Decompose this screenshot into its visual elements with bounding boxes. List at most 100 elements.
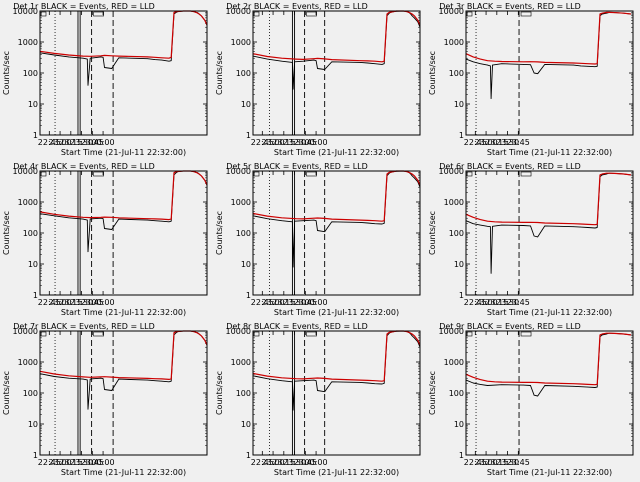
y-tick-label: 1000 (18, 358, 38, 367)
series-line-lld (39, 170, 208, 221)
y-tick-label: 100 (449, 389, 464, 398)
series-point-events (315, 60, 317, 62)
y-axis-label: Counts/sec (215, 211, 224, 255)
chart-title: Det 4r BLACK = Events, RED = LLD (13, 162, 155, 171)
series-point-lld (544, 222, 546, 224)
top-left-flag-box (40, 171, 47, 177)
y-axis-label: Counts/sec (215, 51, 224, 95)
series-point-lld (596, 63, 598, 65)
x-tick-label: 22:45 (464, 138, 487, 147)
series-point-lld (324, 378, 326, 379)
series-point-events (86, 58, 88, 60)
series-point-lld (317, 58, 318, 59)
series-point-events (292, 381, 293, 383)
top-flag-box (306, 11, 317, 17)
y-tick-label: 10000 (13, 7, 38, 16)
series-point-lld (413, 335, 415, 337)
series-point-events (315, 380, 317, 382)
series-point-lld (494, 221, 496, 223)
series-point-lld (408, 172, 410, 173)
series-point-lld (374, 60, 376, 62)
series-point-events (111, 390, 113, 391)
y-tick-label: 1000 (444, 358, 464, 367)
series-point-lld (537, 382, 539, 383)
series-point-lld (170, 218, 172, 220)
plot-frame (465, 170, 634, 296)
series-point-events (118, 218, 120, 220)
series-point-lld (89, 217, 91, 218)
series-point-events (544, 64, 546, 65)
x-tick-label: 23:30 (496, 298, 519, 307)
series-point-events (170, 60, 172, 62)
series-point-lld (281, 377, 283, 379)
series-point-lld (413, 15, 415, 17)
series-point-events (317, 68, 318, 69)
series-point-lld (623, 173, 625, 175)
series-point-events (587, 65, 589, 67)
series-point-lld (501, 61, 503, 62)
series-point-lld (147, 218, 148, 220)
series-point-lld (381, 220, 383, 222)
series-point-lld (168, 57, 170, 59)
series-point-events (168, 60, 170, 62)
series-point-events (104, 389, 105, 390)
x-tick-label: 23:30 (70, 138, 93, 147)
series-point-events (530, 385, 531, 386)
series-point-events (331, 381, 333, 383)
series-point-lld (53, 213, 55, 215)
series-point-events (89, 378, 91, 380)
x-tick-label: 23:00 (262, 298, 285, 307)
series-line-lld (252, 330, 421, 382)
series-point-lld (601, 173, 603, 175)
top-flag-box (306, 171, 317, 177)
x-tick-label: 23:00 (475, 138, 498, 147)
series-point-lld (170, 56, 172, 58)
series-point-lld (104, 55, 105, 56)
series-point-events (292, 88, 294, 90)
series-point-lld (367, 380, 369, 381)
x-axis-label: Start Time (21-Jul-11 22:32:00) (487, 308, 612, 317)
series-point-events (374, 223, 376, 225)
x-tick-label: 23:15 (485, 458, 508, 467)
series-point-events (601, 334, 603, 336)
series-point-lld (383, 380, 385, 382)
series-point-lld (630, 13, 632, 15)
y-tick-label: 100 (449, 69, 464, 78)
series-point-lld (193, 171, 195, 173)
x-tick-label: 23:00 (262, 458, 285, 467)
series-point-lld (417, 339, 419, 341)
series-point-lld (599, 334, 601, 336)
chart-title: Det 2r BLACK = Events, RED = LLD (226, 2, 368, 11)
y-tick-label: 100 (236, 389, 251, 398)
series-point-lld (630, 174, 632, 176)
series-point-lld (168, 379, 170, 380)
series-point-lld (195, 172, 197, 173)
series-point-lld (573, 383, 574, 385)
series-point-events (501, 384, 503, 386)
y-tick-label: 100 (23, 69, 38, 78)
series-point-events (533, 72, 535, 74)
series-point-events (580, 386, 582, 388)
series-point-lld (594, 224, 596, 226)
x-tick-label: 00:00 (305, 298, 328, 307)
series-point-events (82, 378, 84, 380)
series-point-lld (198, 173, 200, 175)
series-point-lld (393, 11, 394, 13)
series-point-events (324, 231, 326, 233)
series-point-events (315, 220, 317, 222)
y-tick-label: 10 (241, 260, 251, 269)
series-point-lld (68, 375, 70, 377)
y-tick-label: 1000 (444, 38, 464, 47)
series-point-events (533, 235, 535, 237)
series-point-events (118, 57, 120, 59)
series-point-lld (118, 217, 120, 219)
panel-det-2r: Det 2r BLACK = Events, RED = LLD Counts/s… (213, 0, 425, 158)
chart-det-3r: Det 3r BLACK = Events, RED = LLD Counts/s… (428, 2, 634, 157)
series-point-events (53, 54, 55, 56)
series-point-lld (417, 179, 419, 181)
x-tick-label: 23:45 (507, 138, 530, 147)
y-axis-label: Counts/sec (428, 371, 437, 415)
series-point-events (82, 218, 84, 220)
series-point-events (360, 62, 361, 63)
series-point-lld (487, 380, 488, 382)
